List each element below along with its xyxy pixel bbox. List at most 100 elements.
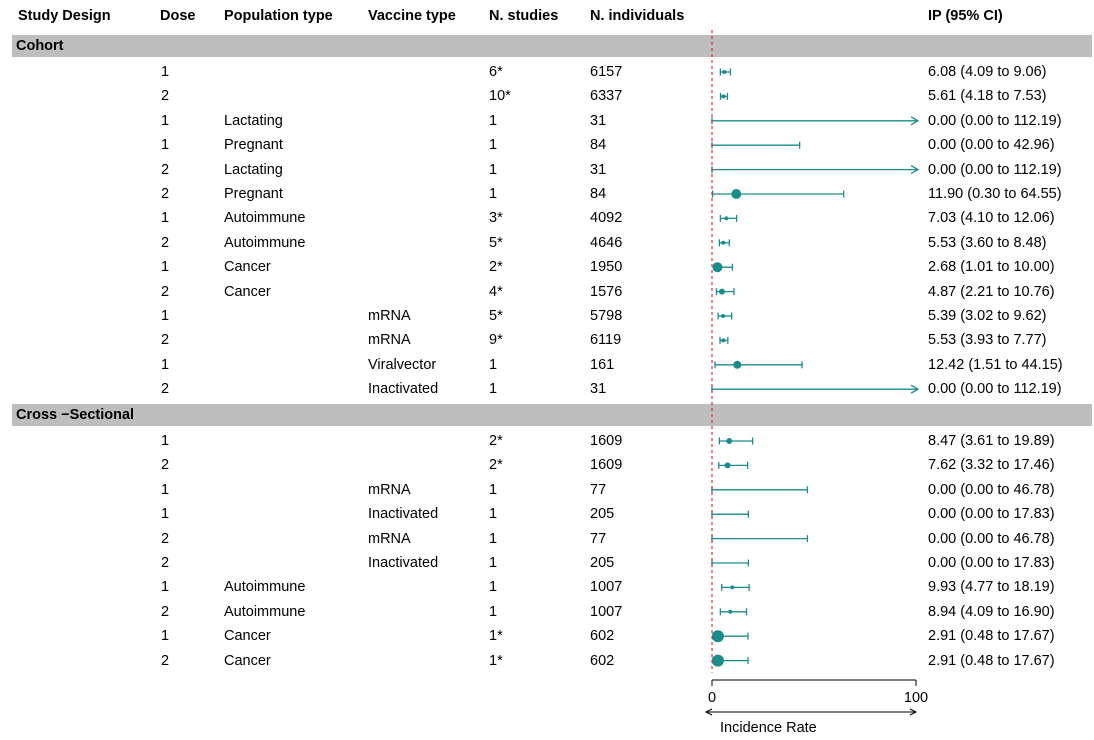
dose-cell: 1: [161, 628, 170, 645]
point-estimate: [721, 338, 726, 343]
studies-cell: 10*: [489, 88, 511, 105]
studies-cell: 1: [489, 161, 498, 178]
studies-cell: 5*: [489, 234, 503, 251]
ip-ci-cell: 12.42 (1.51 to 44.15): [928, 356, 1063, 373]
population-cell: Cancer: [224, 259, 271, 276]
population-cell: Cancer: [224, 283, 271, 300]
individuals-cell: 1007: [590, 603, 623, 620]
individuals-cell: 1609: [590, 457, 623, 474]
individuals-cell: 1007: [590, 579, 623, 596]
dose-cell: 1: [161, 259, 170, 276]
studies-cell: 1: [489, 579, 498, 596]
studies-cell: 1: [489, 555, 498, 571]
vaccine-cell: Viralvector: [368, 356, 437, 373]
population-cell: Autoimmune: [224, 579, 306, 596]
population-cell: Autoimmune: [224, 210, 306, 227]
point-estimate: [721, 240, 726, 245]
dose-cell: 2: [161, 603, 170, 620]
group-band: Cross −Sectional: [12, 404, 1092, 426]
studies-cell: 1*: [489, 628, 503, 645]
ip-ci-cell: 2.91 (0.48 to 17.67): [928, 652, 1055, 669]
population-cell: Lactating: [224, 161, 283, 178]
individuals-cell: 1576: [590, 283, 623, 300]
ip-ci-cell: 2.91 (0.48 to 17.67): [928, 628, 1055, 645]
ip-ci-cell: 7.03 (4.10 to 12.06): [928, 210, 1055, 227]
population-cell: Pregnant: [224, 186, 283, 202]
vaccine-cell: mRNA: [368, 481, 411, 498]
point-estimate: [720, 314, 725, 318]
point-estimate: [733, 360, 742, 369]
studies-cell: 1: [489, 356, 498, 373]
point-estimate: [711, 388, 713, 391]
point-estimate: [731, 189, 742, 199]
dose-cell: 2: [161, 457, 170, 474]
population-cell: Pregnant: [224, 137, 283, 154]
studies-cell: 4*: [489, 283, 503, 300]
individuals-cell: 602: [590, 628, 615, 645]
individuals-cell: 6337: [590, 88, 623, 105]
studies-cell: 1*: [489, 652, 503, 669]
dose-cell: 2: [161, 161, 170, 178]
arrow-head-right: [909, 708, 918, 716]
dose-cell: 1: [161, 506, 170, 523]
point-estimate: [711, 562, 713, 564]
point-estimate: [721, 94, 726, 99]
ip-ci-cell: 0.00 (0.00 to 17.83): [928, 506, 1055, 523]
studies-cell: 1: [489, 186, 498, 202]
studies-cell: 1: [489, 381, 498, 398]
dose-cell: 2: [161, 530, 170, 547]
studies-cell: 1: [489, 481, 498, 498]
studies-cell: 1: [489, 112, 498, 129]
ci-arrow: [910, 165, 920, 175]
ip-ci-cell: 11.90 (0.30 to 64.55): [928, 186, 1062, 202]
ci-arrow: [910, 116, 920, 126]
studies-cell: 1: [489, 506, 498, 523]
group-label: Cross −Sectional: [16, 407, 135, 423]
ip-ci-cell: 8.47 (3.61 to 19.89): [928, 433, 1055, 449]
ip-ci-cell: 0.00 (0.00 to 46.78): [928, 481, 1055, 498]
individuals-cell: 205: [590, 555, 615, 571]
studies-cell: 1: [489, 530, 498, 547]
header-dose: Dose: [160, 8, 196, 24]
point-estimate: [711, 654, 724, 667]
individuals-cell: 1609: [590, 433, 623, 449]
studies-cell: 2*: [489, 433, 503, 449]
studies-cell: 1: [489, 603, 498, 620]
dose-cell: 2: [161, 186, 170, 202]
individuals-cell: 84: [590, 137, 607, 154]
x-tick-label: 100: [904, 690, 928, 706]
point-estimate: [724, 462, 731, 469]
header-vaccine-type: Vaccine type: [368, 8, 456, 24]
x-tick-label: 0: [708, 690, 716, 706]
dose-cell: 1: [161, 433, 170, 449]
ip-ci-cell: 5.61 (4.18 to 7.53): [928, 88, 1047, 105]
studies-cell: 6*: [489, 64, 503, 80]
population-cell: Autoimmune: [224, 603, 306, 620]
individuals-cell: 31: [590, 381, 607, 398]
vaccine-cell: mRNA: [368, 332, 411, 349]
point-estimate: [730, 585, 735, 590]
dose-cell: 1: [161, 308, 170, 324]
header-n-studies: N. studies: [489, 8, 559, 24]
dose-cell: 2: [161, 555, 170, 571]
individuals-cell: 161: [590, 356, 615, 373]
dose-cell: 1: [161, 112, 170, 129]
individuals-cell: 4092: [590, 210, 623, 227]
point-estimate: [712, 262, 723, 273]
vaccine-cell: Inactivated: [368, 555, 439, 571]
ip-ci-cell: 0.00 (0.00 to 42.96): [928, 137, 1055, 154]
dose-cell: 2: [161, 234, 170, 251]
dose-cell: 1: [161, 579, 170, 596]
dose-cell: 2: [161, 381, 170, 398]
point-estimate: [724, 216, 729, 221]
studies-cell: 5*: [489, 308, 503, 324]
ip-ci-cell: 0.00 (0.00 to 17.83): [928, 555, 1055, 571]
dose-cell: 1: [161, 481, 170, 498]
ip-ci-cell: 9.93 (4.77 to 18.19): [928, 579, 1055, 596]
studies-cell: 2*: [489, 259, 503, 276]
individuals-cell: 6157: [590, 64, 623, 80]
ci-arrow: [910, 384, 920, 394]
header-study-design: Study Design: [18, 8, 111, 24]
ip-ci-cell: 4.87 (2.21 to 10.76): [928, 283, 1055, 300]
ip-ci-cell: 6.08 (4.09 to 9.06): [928, 64, 1047, 80]
